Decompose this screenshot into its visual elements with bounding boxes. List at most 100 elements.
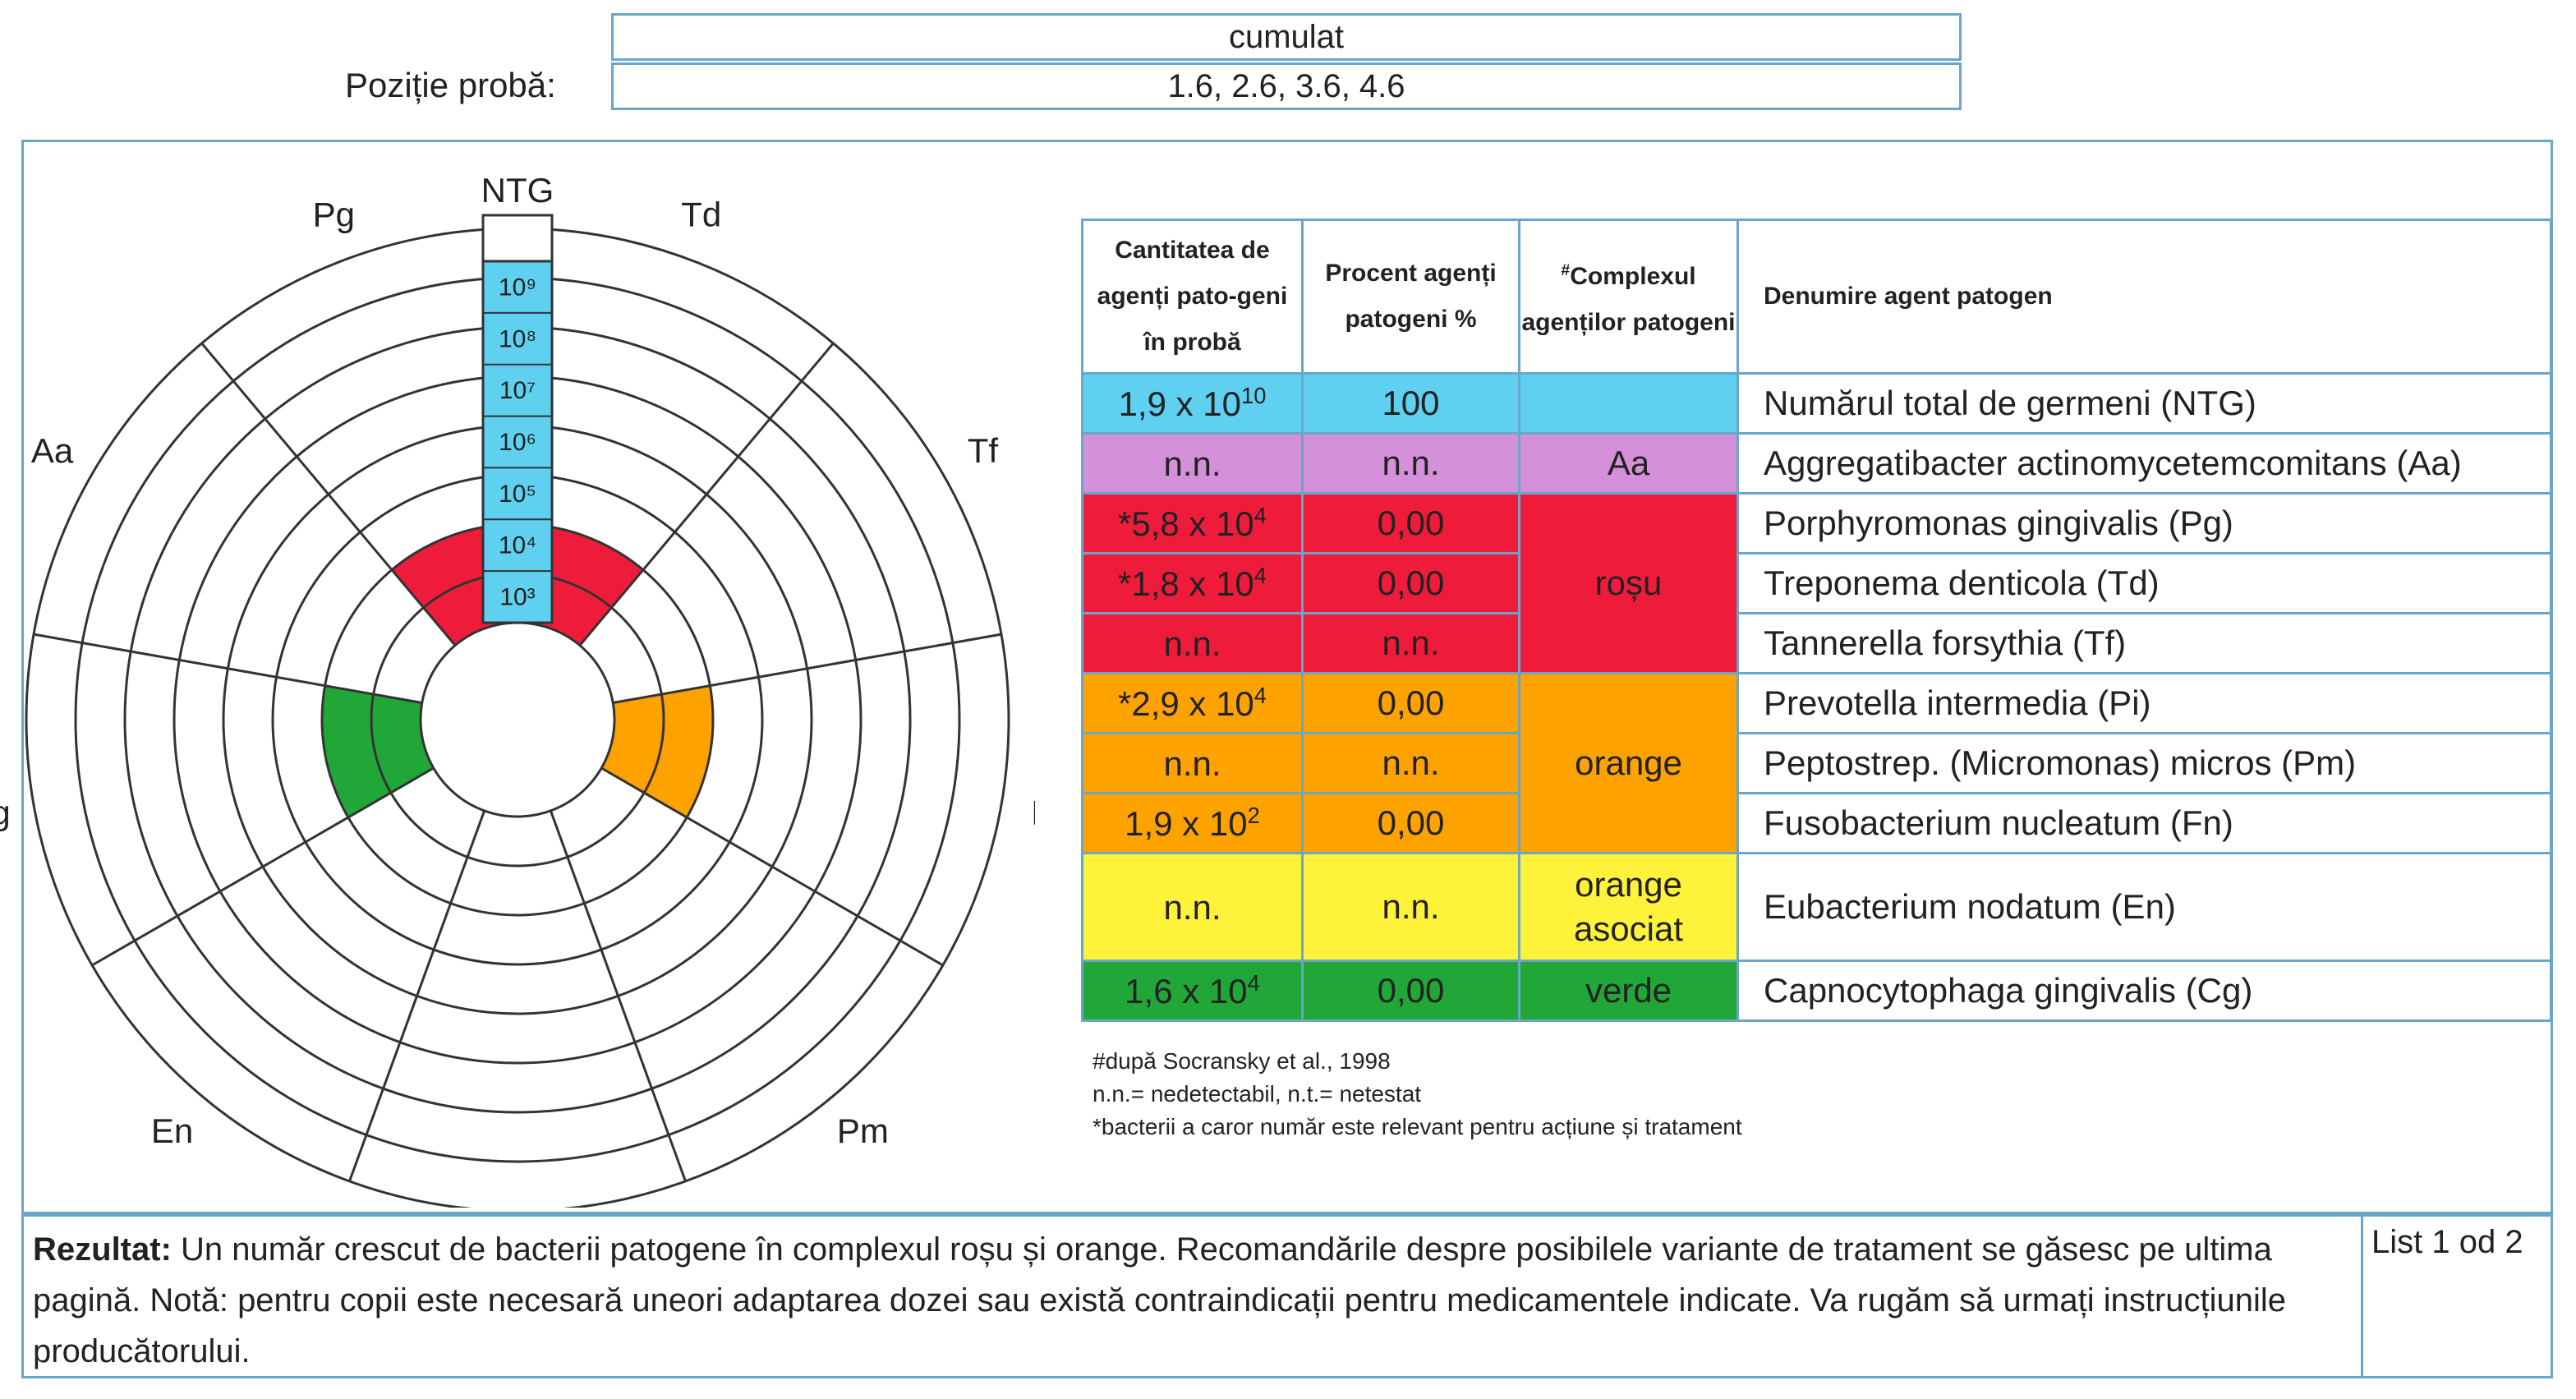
grid-ring (419, 621, 616, 818)
result-label: Rezultat: (33, 1231, 172, 1268)
pathogen-name-cell: Treponema denticola (Td) (1736, 552, 2552, 614)
table-row: n.n. n.n. Tannerella forsythia (Tf) (1081, 612, 2552, 674)
grid-spoke (33, 633, 423, 704)
quantity-cell: 1,9 x 102 (1081, 792, 1304, 854)
result-text: Rezultat: Un număr crescut de bacterii p… (33, 1224, 2349, 1377)
ntg-column: 10⁹ 10⁸ 10⁷ 10⁶ 10⁵ 10⁴ 10³ (481, 214, 554, 624)
header-name: Denumire agent patogen (1736, 219, 2552, 375)
complex-cell: verde (1518, 960, 1739, 1022)
complex-cell: orange asociat (1518, 852, 1739, 962)
sample-position-value: 1.6, 2.6, 3.6, 4.6 (1167, 67, 1405, 104)
quantity-cell: n.n. (1081, 732, 1304, 794)
percent-cell: 0,00 (1301, 492, 1520, 555)
quantity-cell: 1,6 x 104 (1081, 960, 1304, 1022)
sector-bar-cg (322, 685, 434, 817)
grid-spoke (200, 342, 457, 647)
ntg-tick-label: 10⁷ (499, 377, 536, 404)
sector-label-cg: Cg (0, 794, 11, 832)
footnote-abbrev: n.n.= nedetectabil, n.t.= netestat (1092, 1081, 1422, 1107)
analysis-type-box: cumulat (611, 13, 1962, 61)
ntg-tick-label: 10⁴ (499, 532, 536, 559)
pathogen-name-cell: Porphyromonas gingivalis (Pg) (1736, 492, 2552, 555)
table-row: n.n. n.n. orange asociat Eubacterium nod… (1081, 852, 2552, 962)
page-indicator: List 1 od 2 (2361, 1214, 2553, 1378)
grid-spoke (578, 342, 835, 647)
pathogen-name-cell: Peptostrep. (Micromonas) micros (Pm) (1736, 732, 2552, 794)
chart-labels: NTGTdTfPiPmFnEnCgAaPg (0, 171, 1035, 1150)
quantity-cell: *2,9 x 104 (1081, 672, 1304, 734)
table-row: *2,9 x 104 0,00 orange Prevotella interm… (1081, 672, 2552, 854)
sector-label-tf: Tf (968, 431, 999, 470)
table-header-row: Cantitatea de agenți pato-geni în probă … (1081, 219, 2552, 375)
complex-cell (1518, 372, 1739, 435)
ntg-column-bar (481, 260, 554, 624)
result-frame (21, 1214, 2553, 1378)
grid-spoke (348, 810, 486, 1182)
report-frame (21, 140, 2553, 1214)
sector-label-pg: Pg (313, 195, 355, 233)
header-complex-text: Complexul agenților patogeni (1521, 263, 1736, 336)
quantity-cell: n.n. (1081, 852, 1304, 962)
analysis-type-value: cumulat (1228, 18, 1345, 55)
sector-bar-pi (601, 685, 714, 817)
header-complex: #Complexul agenților patogeni (1518, 219, 1739, 375)
grid-spoke (600, 766, 944, 967)
pathogen-name-cell: Capnocytophaga gingivalis (Cg) (1736, 960, 2552, 1022)
sector-label-pm: Pm (837, 1111, 889, 1150)
table-row: 1,9 x 1010 100 Numărul total de germeni … (1081, 372, 2552, 435)
ntg-tick-label: 10⁸ (499, 325, 536, 352)
pathogen-name-cell: Eubacterium nodatum (En) (1736, 852, 2552, 962)
header-quantity: Cantitatea de agenți pato-geni în probă (1081, 219, 1304, 375)
percent-cell: n.n. (1301, 612, 1520, 674)
percent-cell: n.n. (1301, 852, 1520, 962)
complex-cell: orange (1518, 672, 1739, 854)
pathogen-name-cell: Tannerella forsythia (Tf) (1736, 612, 2552, 674)
table-row: n.n. n.n. Peptostrep. (Micromonas) micro… (1081, 732, 2552, 794)
sector-label-pi: Pi (1031, 794, 1035, 832)
footnote-asterisk: *bacterii a caror număr este relevant pe… (1092, 1114, 1742, 1139)
result-body: Un număr crescut de bacterii patogene în… (33, 1231, 2287, 1369)
header-percent: Procent agenți patogeni % (1301, 219, 1520, 375)
pathogen-table: Cantitatea de agenți pato-geni în probă … (1081, 219, 2552, 1022)
percent-cell: n.n. (1301, 732, 1520, 794)
percent-cell: 100 (1301, 372, 1520, 435)
header-complex-mark: # (1561, 261, 1571, 279)
ntg-tick-label: 10⁶ (499, 429, 536, 456)
quantity-cell: n.n. (1081, 612, 1304, 674)
table-row: *1,8 x 104 0,00 Treponema denticola (Td) (1081, 552, 2552, 614)
quantity-cell: *5,8 x 104 (1081, 492, 1304, 555)
pathogen-name-cell: Numărul total de germeni (NTG) (1736, 372, 2552, 435)
sector-label-td: Td (681, 195, 721, 233)
table-row: 1,9 x 102 0,00 Fusobacterium nucleatum (… (1081, 792, 2552, 854)
footnotes: #după Socransky et al., 1998 n.n.= nedet… (1092, 1045, 1742, 1144)
quantity-cell: n.n. (1081, 432, 1304, 495)
grid-spoke (91, 766, 435, 967)
grid-spoke (549, 810, 687, 1182)
pathogen-name-cell: Aggregatibacter actinomycetemcomitans (A… (1736, 432, 2552, 495)
ntg-tick-label: 10³ (499, 584, 535, 611)
footnote-source: #după Socransky et al., 1998 (1092, 1048, 1391, 1074)
ntg-label: NTG (481, 171, 554, 209)
percent-cell: n.n. (1301, 432, 1520, 495)
table-row: *5,8 x 104 0,00 roșu Porphyromonas gingi… (1081, 492, 2552, 674)
complex-cell: roșu (1518, 492, 1739, 674)
table-row: n.n. n.n. Aa Aggregatibacter actinomycet… (1081, 432, 2552, 495)
pathogen-name-cell: Prevotella intermedia (Pi) (1736, 672, 2552, 734)
percent-cell: 0,00 (1301, 792, 1520, 854)
percent-cell: 0,00 (1301, 552, 1520, 614)
ntg-tick-label: 10⁵ (499, 481, 536, 508)
percent-cell: 0,00 (1301, 960, 1520, 1022)
table-row: 1,6 x 104 0,00 verde Capnocytophaga ging… (1081, 960, 2552, 1022)
pathogen-name-cell: Fusobacterium nucleatum (Fn) (1736, 792, 2552, 854)
ntg-tick-label: 10⁹ (499, 274, 536, 301)
sample-position-label: Poziție probă: (345, 66, 556, 104)
grid-spoke (612, 633, 1002, 704)
complex-cell: Aa (1518, 432, 1739, 495)
quantity-cell: *1,8 x 104 (1081, 552, 1304, 614)
quantity-cell: 1,9 x 1010 (1081, 372, 1304, 435)
ntg-column-cap (481, 214, 554, 263)
sector-label-aa: Aa (31, 431, 74, 470)
sample-position-box: 1.6, 2.6, 3.6, 4.6 (611, 62, 1962, 110)
percent-cell: 0,00 (1301, 672, 1520, 734)
